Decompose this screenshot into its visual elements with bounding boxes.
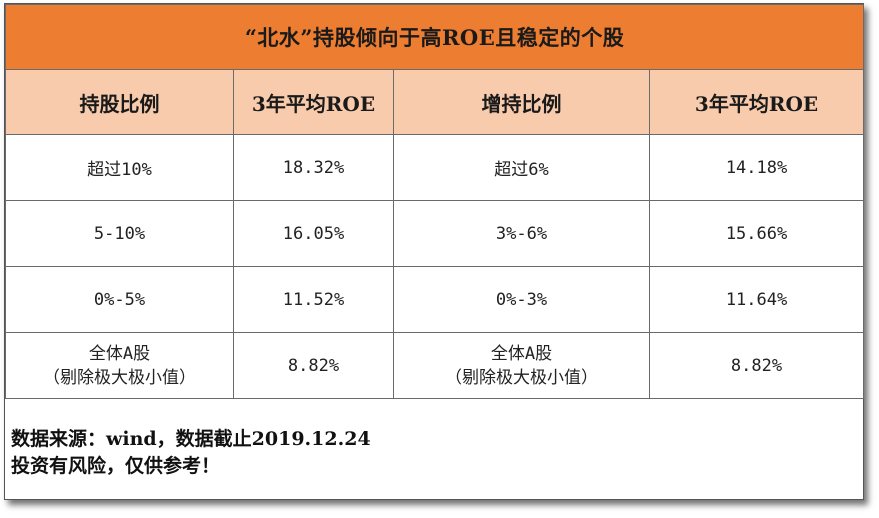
add-ratio-cell: 超过6%: [393, 134, 650, 201]
data-source-text: 数据来源：wind，数据截止2019.12.24: [11, 428, 371, 450]
roe-table: “北水”持股倾向于高ROE且稳定的个股 持股比例 3年平均ROE 增持比例 3年…: [4, 4, 865, 399]
add-ratio-cell: 3%-6%: [393, 200, 650, 267]
add-ratio-line2: （剔除极大极小值）: [445, 367, 598, 388]
add-ratio-cell: 全体A股 （剔除极大极小值）: [393, 332, 650, 399]
hold-ratio-cell: 0%-5%: [5, 266, 234, 333]
table-title: “北水”持股倾向于高ROE且稳定的个股: [4, 4, 865, 70]
footer-note: 数据来源：wind，数据截止2019.12.24 投资有风险，仅供参考！: [11, 426, 371, 480]
table-row: 5-10% 16.05% 3%-6% 15.66%: [5, 200, 865, 267]
header-row: 持股比例 3年平均ROE 增持比例 3年平均ROE: [5, 69, 865, 135]
title-row: “北水”持股倾向于高ROE且稳定的个股: [4, 4, 865, 70]
hold-roe-cell: 11.52%: [233, 266, 394, 333]
hold-ratio-cell: 超过10%: [5, 134, 234, 201]
add-roe-cell: 15.66%: [648, 200, 865, 267]
figure-frame: “北水”持股倾向于高ROE且稳定的个股 持股比例 3年平均ROE 增持比例 3年…: [4, 3, 865, 500]
header-add-ratio: 增持比例: [393, 69, 650, 135]
hold-ratio-line2: （剔除极大极小值）: [43, 367, 196, 388]
hold-roe-cell: 18.32%: [233, 134, 394, 201]
add-ratio-line1: 全体A股: [490, 343, 553, 364]
hold-roe-cell: 16.05%: [233, 200, 394, 267]
hold-ratio-cell: 全体A股 （剔除极大极小值）: [5, 332, 234, 399]
hold-ratio-line1: 全体A股: [88, 343, 151, 364]
add-roe-cell: 11.64%: [648, 266, 865, 333]
hold-roe-cell: 8.82%: [233, 332, 394, 399]
add-roe-cell: 8.82%: [648, 332, 865, 399]
table-row: 全体A股 （剔除极大极小值） 8.82% 全体A股 （剔除极大极小值） 8.82…: [5, 332, 865, 399]
header-add-roe: 3年平均ROE: [648, 69, 865, 135]
disclaimer-text: 投资有风险，仅供参考！: [11, 455, 221, 477]
add-ratio-cell: 0%-3%: [393, 266, 650, 333]
header-hold-roe: 3年平均ROE: [233, 69, 394, 135]
header-hold-ratio: 持股比例: [5, 69, 234, 135]
hold-ratio-cell: 5-10%: [5, 200, 234, 267]
add-roe-cell: 14.18%: [648, 134, 865, 201]
table-row: 0%-5% 11.52% 0%-3% 11.64%: [5, 266, 865, 333]
table-row: 超过10% 18.32% 超过6% 14.18%: [5, 134, 865, 201]
